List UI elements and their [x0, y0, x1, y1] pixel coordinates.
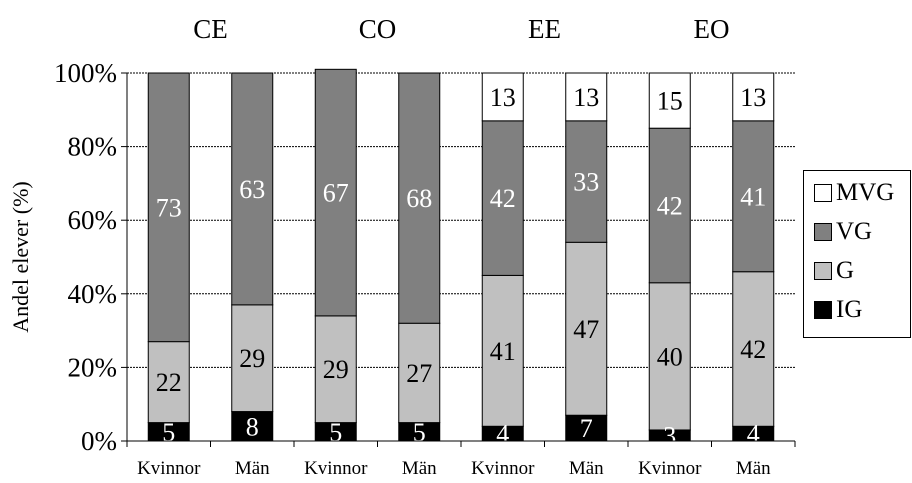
- data-label-g: 22: [156, 368, 182, 397]
- legend: MVG VG G IG: [803, 170, 911, 338]
- axes: 0% 20% 40% 60% 80% 100% Kvinnor Män Kvinnor Män Kv…: [54, 14, 796, 479]
- data-label-mvg: 13: [490, 83, 516, 112]
- data-label-vg: 42: [657, 191, 683, 220]
- data-label-mvg: 13: [573, 83, 599, 112]
- y-tick-label: 20%: [68, 352, 118, 382]
- data-label-ig: 4: [496, 420, 509, 449]
- bar-segment-vg: [565, 120, 608, 243]
- bar-segment-g: [398, 322, 441, 424]
- data-label-g: 42: [740, 335, 766, 364]
- bar-segment-vg: [314, 68, 357, 317]
- bar-segment-g: [565, 241, 608, 416]
- data-label-ig: 4: [747, 420, 760, 449]
- y-tick-label: 80%: [68, 132, 118, 162]
- group-title: EE: [528, 14, 561, 44]
- data-label-g: 40: [657, 342, 683, 371]
- bar-segment-mvg: [732, 72, 775, 122]
- data-label-ig: 3: [663, 421, 676, 450]
- bar-segment-g: [147, 341, 190, 424]
- data-label-g: 27: [406, 359, 432, 388]
- bar-segment-vg: [231, 72, 274, 306]
- data-label-vg: 73: [156, 193, 182, 222]
- data-label-vg: 41: [740, 182, 766, 211]
- y-tick-label: 40%: [68, 279, 118, 309]
- legend-label: IG: [836, 296, 863, 323]
- group-title: CO: [359, 14, 397, 44]
- x-category-label: Kvinnor: [638, 458, 702, 479]
- data-label-vg: 67: [323, 179, 349, 208]
- legend-swatch: [814, 184, 832, 202]
- bar-segment-mvg: [481, 72, 524, 122]
- legend-item-mvg: MVG: [814, 179, 895, 206]
- data-label-vg: 42: [490, 184, 516, 213]
- data-label-vg: 63: [239, 175, 265, 204]
- legend-label: G: [836, 257, 855, 284]
- data-label-vg: 68: [406, 184, 432, 213]
- x-category-label: Kvinnor: [471, 458, 535, 479]
- legend-swatch: [814, 262, 832, 280]
- y-axis-title: Andel elever (%): [8, 181, 33, 332]
- x-category-label: Män: [402, 458, 437, 479]
- data-label-g: 41: [490, 337, 516, 366]
- x-category-label: Kvinnor: [137, 458, 201, 479]
- legend-label: VG: [836, 218, 873, 245]
- x-category-label: Kvinnor: [304, 458, 368, 479]
- x-category-label: Män: [736, 458, 771, 479]
- legend-item-vg: VG: [814, 218, 873, 245]
- bars: [147, 68, 775, 442]
- data-labels: 5 22 73 8 29 63 5 29 67 5 27 68 4 41 42 13 7 47 33 13 3 40 42 1…: [156, 83, 767, 451]
- data-label-ig: 7: [580, 414, 593, 443]
- gridlines: [127, 72, 795, 368]
- bar-segment-vg: [398, 72, 441, 324]
- bar-segment-mvg: [565, 72, 608, 122]
- y-tick-label: 60%: [68, 205, 118, 235]
- data-label-g: 29: [323, 355, 349, 384]
- data-label-g: 47: [573, 315, 599, 344]
- legend-swatch: [814, 223, 832, 241]
- data-label-ig: 5: [162, 418, 175, 447]
- bar-segment-g: [231, 304, 274, 413]
- group-title: EO: [694, 14, 730, 44]
- data-label-g: 29: [239, 344, 265, 373]
- x-category-label: Män: [569, 458, 604, 479]
- data-label-mvg: 13: [740, 83, 766, 112]
- bar-segment-ig: [565, 414, 608, 442]
- bar-segment-ig: [231, 411, 274, 442]
- x-category-label: Män: [235, 458, 270, 479]
- bar-segment-vg: [147, 72, 190, 343]
- data-label-mvg: 15: [657, 87, 683, 116]
- y-tick-label: 0%: [81, 426, 117, 456]
- legend-item-g: G: [814, 257, 855, 284]
- bar-segment-mvg: [648, 72, 691, 129]
- bar-segment-g: [481, 274, 524, 427]
- bar-segment-vg: [732, 120, 775, 273]
- data-label-ig: 5: [329, 418, 342, 447]
- bar-segment-vg: [648, 127, 691, 284]
- data-label-ig: 8: [246, 412, 259, 441]
- bar-segment-g: [732, 271, 775, 427]
- data-label-ig: 5: [413, 418, 426, 447]
- data-label-vg: 33: [573, 168, 599, 197]
- y-tick-label: 100%: [54, 58, 117, 88]
- legend-item-ig: IG: [814, 296, 863, 323]
- legend-label: MVG: [836, 179, 895, 206]
- legend-swatch: [814, 301, 832, 319]
- group-title: CE: [193, 14, 228, 44]
